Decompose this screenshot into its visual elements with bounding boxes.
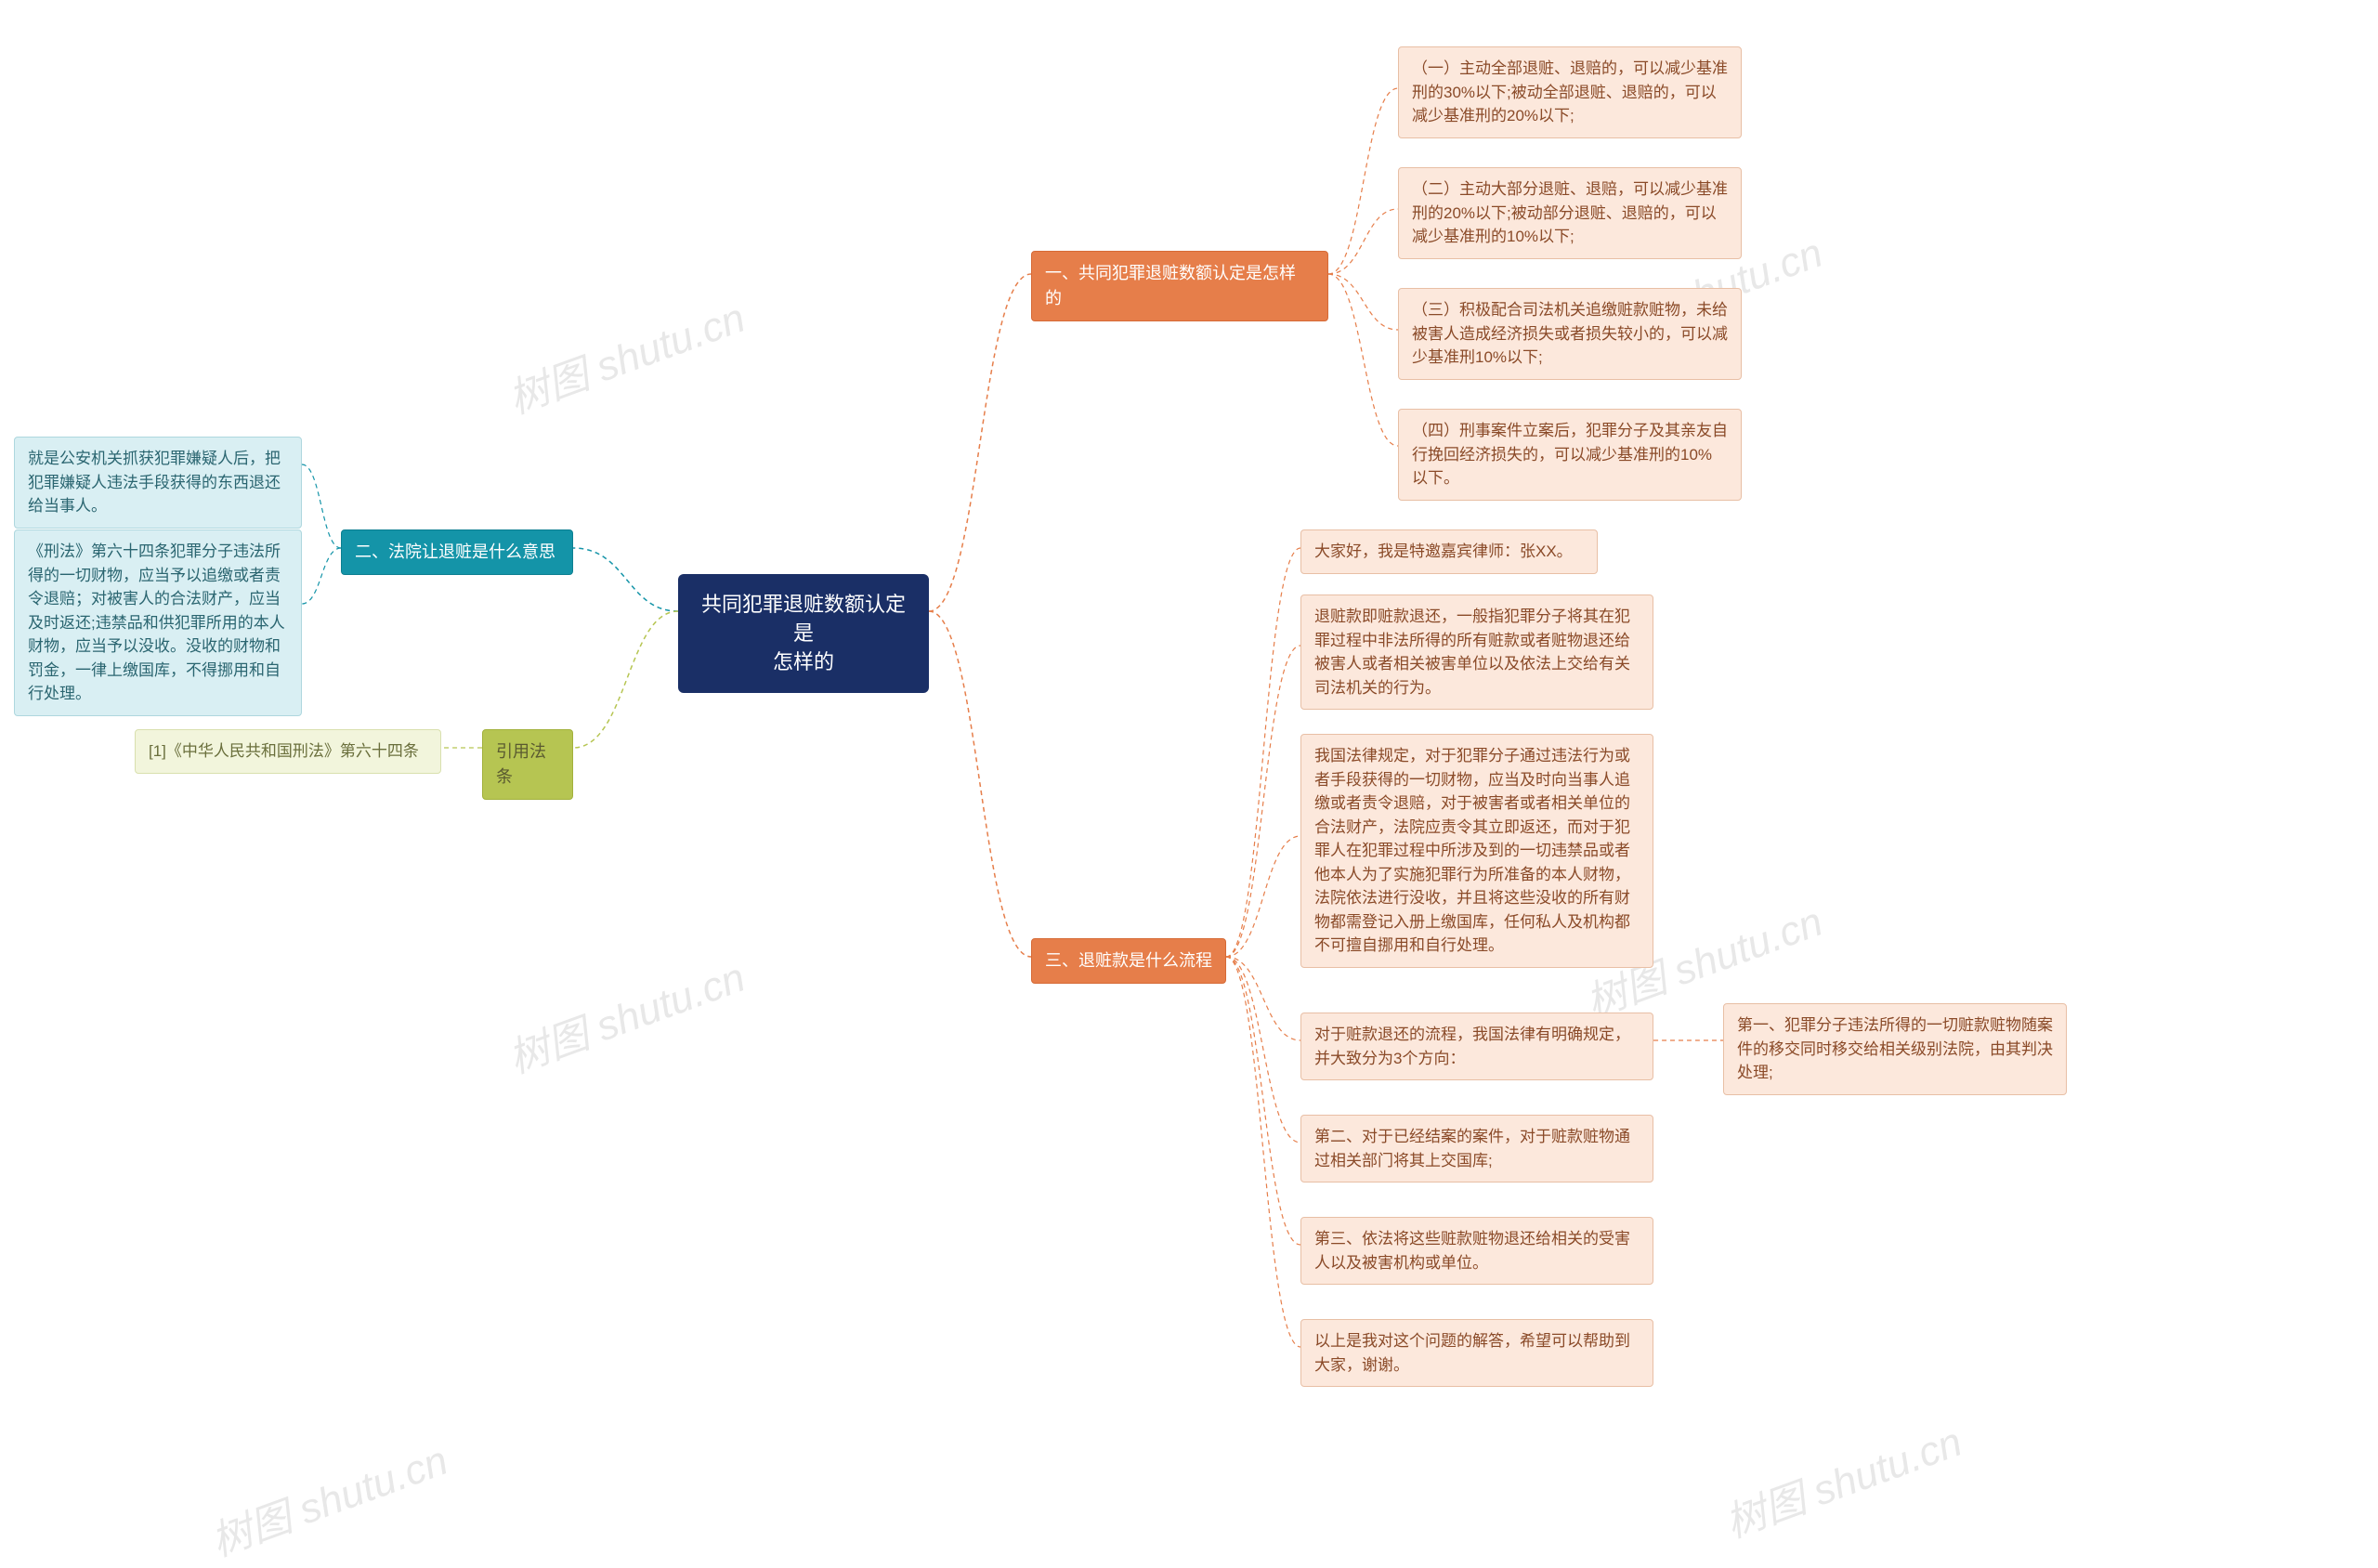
branch-two[interactable]: 二、法院让退赃是什么意思: [341, 529, 573, 575]
branch-one-leaf[interactable]: （三）积极配合司法机关追缴赃款赃物，未给被害人造成经济损失或者损失较小的，可以减…: [1398, 288, 1742, 380]
branch-one[interactable]: 一、共同犯罪退赃数额认定是怎样 的: [1031, 251, 1328, 321]
branch-two-leaf[interactable]: 《刑法》第六十四条犯罪分子违法所得的一切财物，应当予以追缴或者责令退赔；对被害人…: [14, 529, 302, 716]
watermark: 树图 shutu.cn: [499, 284, 751, 425]
watermark: 树图 shutu.cn: [499, 944, 751, 1084]
branch-one-leaf[interactable]: （一）主动全部退赃、退赔的，可以减少基准刑的30%以下;被动全部退赃、退赔的，可…: [1398, 46, 1742, 138]
branch-law-leaf[interactable]: [1]《中华人民共和国刑法》第六十四条: [135, 729, 441, 774]
branch-three-subleaf[interactable]: 第一、犯罪分子违法所得的一切赃款赃物随案件的移交同时移交给相关级别法院，由其判决…: [1723, 1003, 2067, 1095]
branch-three-leaf[interactable]: 大家好，我是特邀嘉宾律师：张XX。: [1300, 529, 1598, 574]
branch-three[interactable]: 三、退赃款是什么流程: [1031, 938, 1226, 984]
branch-three-leaf[interactable]: 我国法律规定，对于犯罪分子通过违法行为或者手段获得的一切财物，应当及时向当事人追…: [1300, 734, 1653, 968]
branch-one-leaf[interactable]: （四）刑事案件立案后，犯罪分子及其亲友自行挽回经济损失的，可以减少基准刑的10%…: [1398, 409, 1742, 501]
branch-law[interactable]: 引用法条: [482, 729, 573, 800]
branch-three-leaf[interactable]: 第三、依法将这些赃款赃物退还给相关的受害人以及被害机构或单位。: [1300, 1217, 1653, 1285]
branch-three-leaf[interactable]: 第二、对于已经结案的案件，对于赃款赃物通过相关部门将其上交国库;: [1300, 1115, 1653, 1183]
branch-three-leaf[interactable]: 对于赃款退还的流程，我国法律有明确规定，并大致分为3个方向：: [1300, 1013, 1653, 1080]
branch-three-leaf[interactable]: 退赃款即赃款退还，一般指犯罪分子将其在犯罪过程中非法所得的所有赃款或者赃物退还给…: [1300, 595, 1653, 710]
root-node[interactable]: 共同犯罪退赃数额认定是 怎样的: [678, 574, 929, 693]
branch-two-leaf[interactable]: 就是公安机关抓获犯罪嫌疑人后，把犯罪嫌疑人违法手段获得的东西退还给当事人。: [14, 437, 302, 529]
branch-one-leaf[interactable]: （二）主动大部分退赃、退赔，可以减少基准刑的20%以下;被动部分退赃、退赔的，可…: [1398, 167, 1742, 259]
watermark: 树图 shutu.cn: [1716, 1408, 1968, 1548]
branch-three-leaf[interactable]: 以上是我对这个问题的解答，希望可以帮助到大家，谢谢。: [1300, 1319, 1653, 1387]
watermark: 树图 shutu.cn: [202, 1427, 454, 1567]
